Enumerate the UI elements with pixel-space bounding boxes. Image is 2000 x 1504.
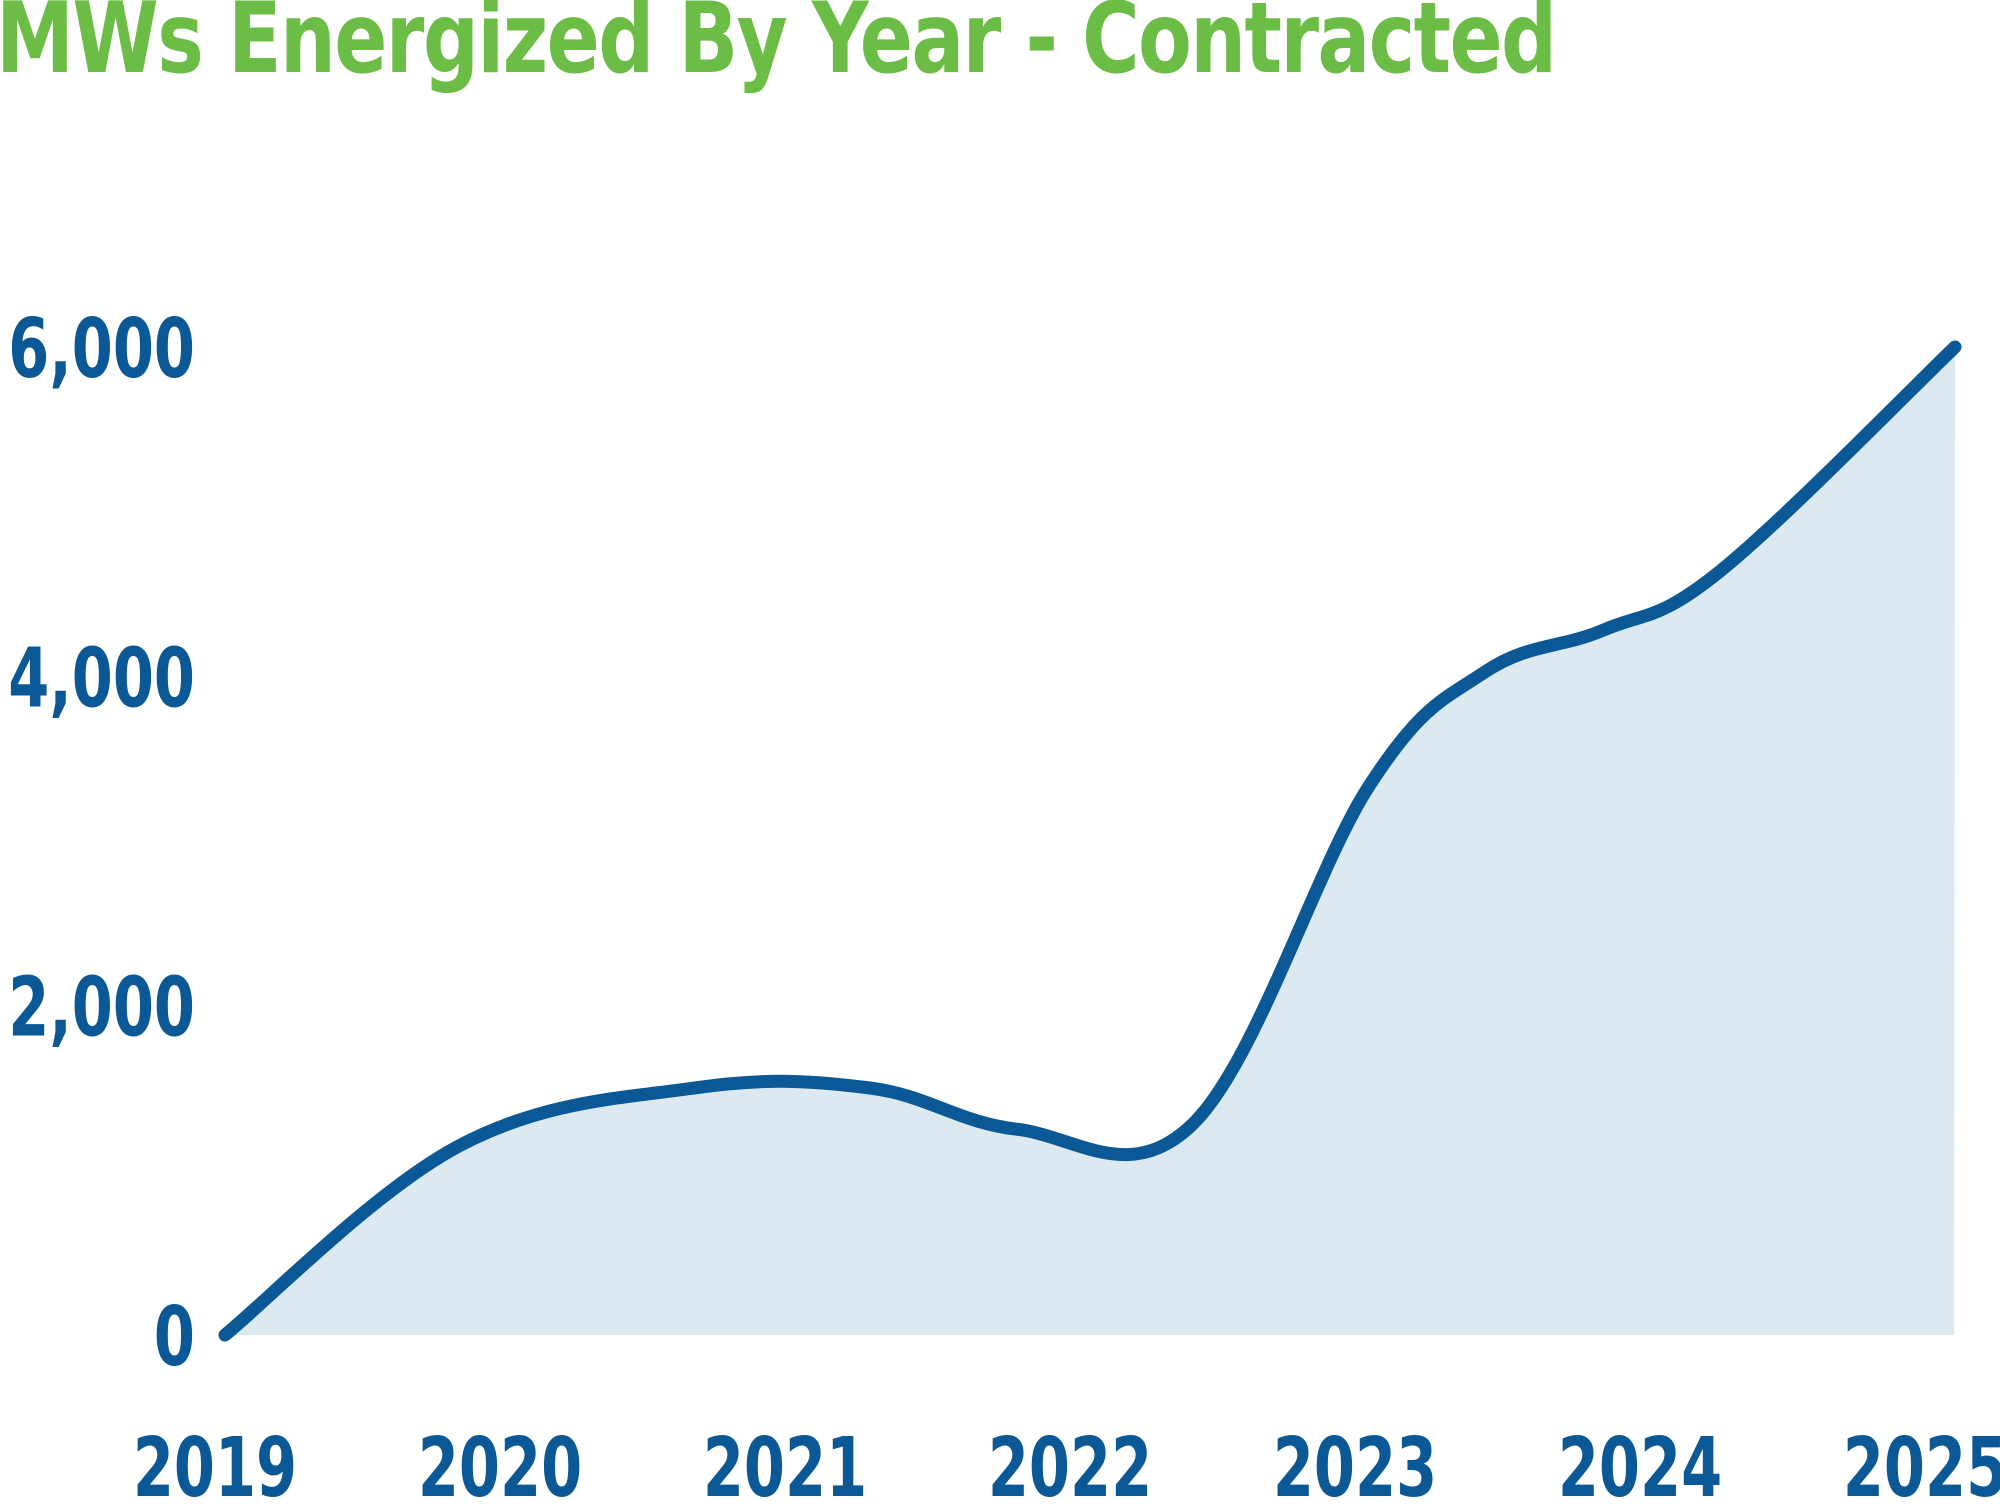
y-axis-ticks: 0 2,000 4,000 6,000 <box>8 301 195 1384</box>
x-tick-label: 2025 <box>1843 1420 2000 1504</box>
x-tick-label: 2019 <box>133 1420 297 1504</box>
x-tick-label: 2020 <box>418 1420 582 1504</box>
area-fill <box>225 347 1955 1335</box>
y-tick-label: 4,000 <box>8 631 195 726</box>
x-tick-label: 2023 <box>1273 1420 1437 1504</box>
y-tick-label: 6,000 <box>8 301 195 396</box>
x-axis-ticks: 2019 2020 2021 2022 2023 2024 2025 <box>133 1420 2000 1504</box>
x-tick-label: 2024 <box>1558 1420 1722 1504</box>
area-fill-layer <box>225 347 1955 1335</box>
x-tick-label: 2021 <box>703 1420 867 1504</box>
x-tick-label: 2022 <box>988 1420 1152 1504</box>
y-tick-label: 2,000 <box>8 960 195 1055</box>
series-line-layer <box>218 340 1962 1342</box>
y-tick-label: 0 <box>154 1289 195 1384</box>
series-line <box>218 340 1962 1342</box>
chart-title: MWs Energized By Year - Contracted <box>0 0 1557 96</box>
